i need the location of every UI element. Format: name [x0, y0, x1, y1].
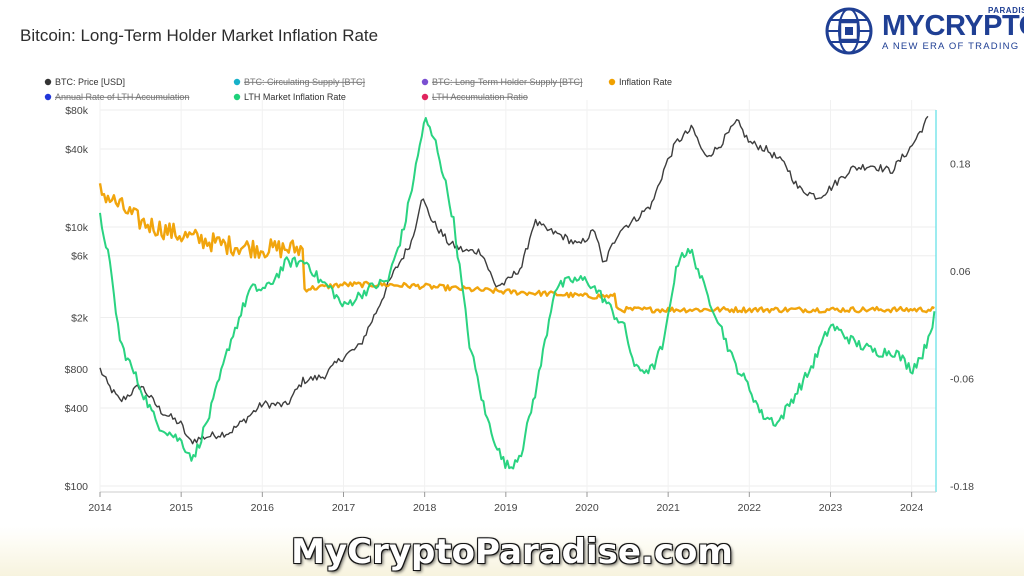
- y-left-tick-label: $400: [65, 403, 89, 415]
- legend-item: LTH Market Inflation Rate: [233, 92, 346, 102]
- x-tick-label: 2021: [656, 502, 680, 514]
- legend-label: BTC: Circulating Supply [BTC]: [244, 77, 365, 87]
- watermark-band: [0, 526, 1024, 576]
- legend-label: BTC: Long-Term Holder Supply [BTC]: [432, 77, 583, 87]
- grid-lines: [99, 100, 936, 492]
- globe-chip-icon: [825, 7, 873, 55]
- x-tick-label: 2019: [494, 502, 518, 514]
- x-axis: 2014 2015 2016 2017 2018 2019 2020 2021 2022 2023…: [88, 491, 936, 514]
- brand-sub: PARADISE: [988, 6, 1024, 15]
- y-left-tick-label: $10k: [65, 222, 89, 234]
- y-left-tick-label: $800: [65, 364, 89, 376]
- series-layer: [98, 115, 936, 470]
- legend-dot: [608, 78, 616, 86]
- right-axis: 0.18 0.06 -0.06 -0.18: [950, 159, 974, 493]
- y-left-tick-label: $80k: [65, 105, 89, 117]
- brand-logo: MYCRYPTO PARADISE A NEW ERA OF TRADING: [820, 4, 1024, 58]
- legend-dot: [421, 78, 429, 86]
- legend-dot: [233, 93, 241, 101]
- legend-item: BTC: Circulating Supply [BTC]: [233, 77, 365, 87]
- x-tick-label: 2014: [88, 502, 112, 514]
- x-tick-label: 2022: [738, 502, 762, 514]
- legend-item: BTC: Long-Term Holder Supply [BTC]: [421, 77, 583, 87]
- y-left-tick-label: $100: [65, 481, 89, 493]
- series-line: [98, 183, 935, 314]
- x-tick-label: 2018: [413, 502, 437, 514]
- legend-label: LTH Accumulation Ratio: [432, 92, 528, 102]
- legend-label: LTH Market Inflation Rate: [244, 92, 346, 102]
- legend-item: Annual Rate of LTH Accumulation: [44, 92, 189, 102]
- x-tick-label: 2016: [251, 502, 275, 514]
- chart-legend: BTC: Price [USD] BTC: Circulating Supply …: [44, 77, 672, 102]
- y-left-tick-label: $6k: [71, 251, 89, 263]
- x-tick-label: 2020: [575, 502, 599, 514]
- y-left-tick-label: $40k: [65, 144, 89, 156]
- y-right-tick-label: -0.18: [950, 481, 974, 493]
- series-line: [99, 117, 936, 470]
- watermark: MyCryptoParadise.com: [291, 532, 733, 572]
- left-axis: $100 $400 $800 $2k $6k $10k $40k $80k: [65, 105, 89, 493]
- legend-dot: [44, 78, 52, 86]
- x-tick-label: 2024: [900, 502, 924, 514]
- legend-item: BTC: Price [USD]: [44, 77, 125, 87]
- x-tick-label: 2015: [169, 502, 193, 514]
- y-left-tick-label: $2k: [71, 312, 89, 324]
- legend-dot: [233, 78, 241, 86]
- brand-name: MYCRYPTO: [882, 10, 1024, 42]
- legend-label: BTC: Price [USD]: [55, 77, 125, 87]
- series-line: [99, 115, 929, 445]
- x-tick-label: 2023: [819, 502, 843, 514]
- y-right-tick-label: 0.06: [950, 266, 971, 278]
- y-right-tick-label: 0.18: [950, 159, 971, 171]
- legend-label: Inflation Rate: [619, 77, 672, 87]
- legend-item: LTH Accumulation Ratio: [421, 92, 528, 102]
- legend-dot: [421, 93, 429, 101]
- chart-title: Bitcoin: Long-Term Holder Market Inflati…: [20, 26, 379, 45]
- legend-label: Annual Rate of LTH Accumulation: [55, 92, 189, 102]
- brand-tagline: A NEW ERA OF TRADING: [882, 41, 1020, 52]
- y-right-tick-label: -0.06: [950, 374, 974, 386]
- x-tick-label: 2017: [332, 502, 356, 514]
- legend-dot: [44, 93, 52, 101]
- legend-item: Inflation Rate: [608, 77, 672, 87]
